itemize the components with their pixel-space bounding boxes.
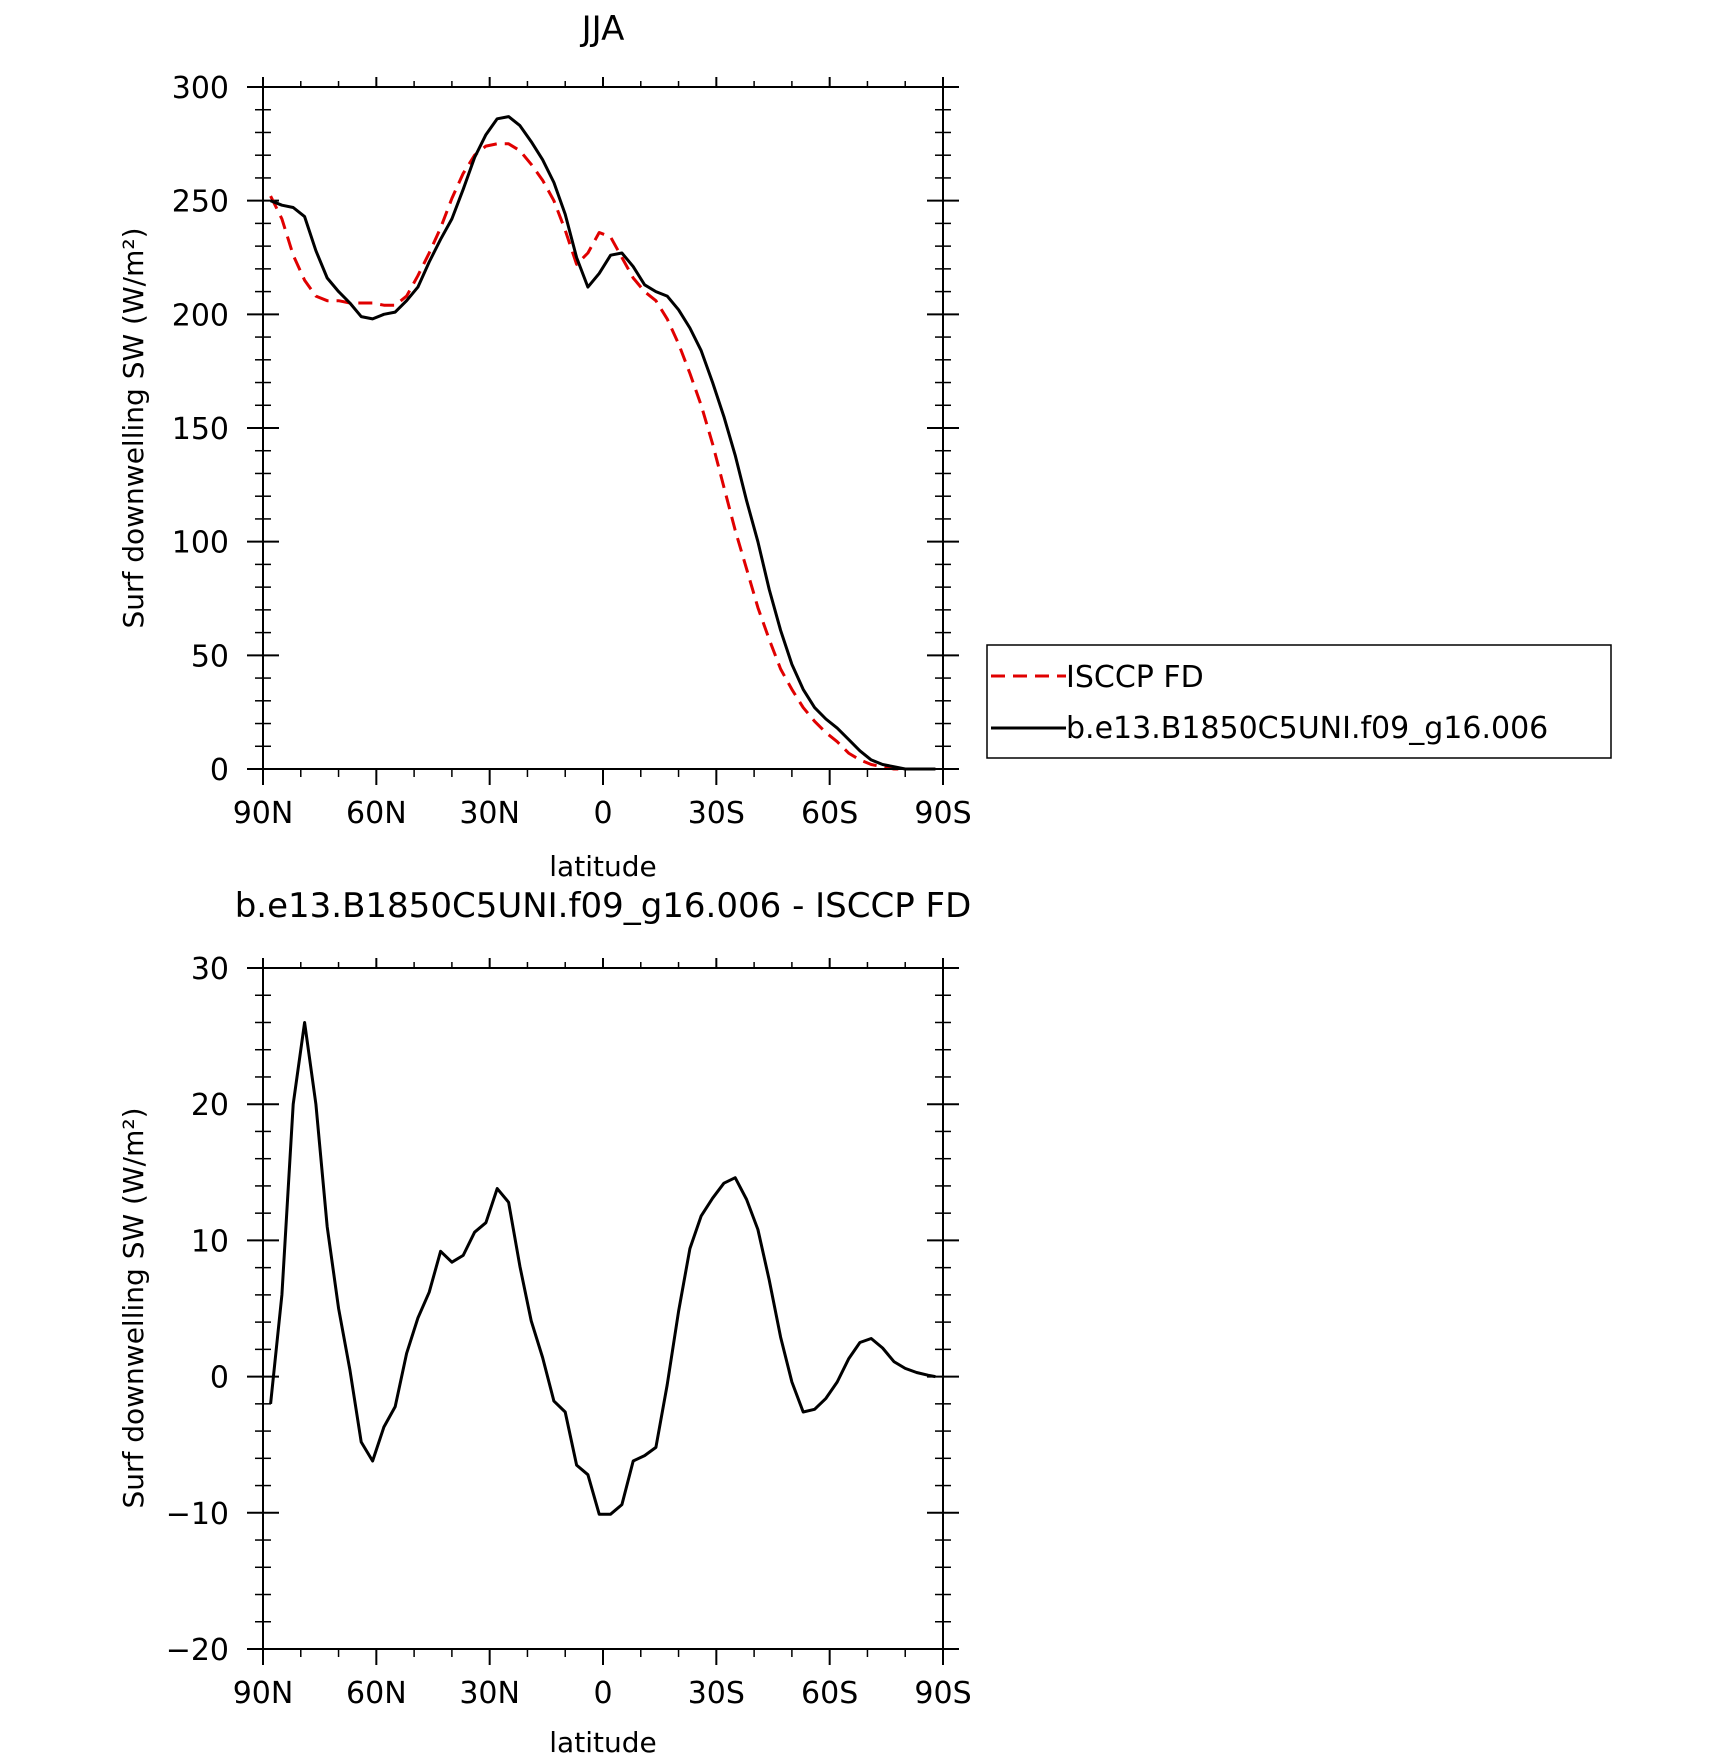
bottom-panel-plot-frame <box>262 967 944 1650</box>
x-tick-label: 90N <box>233 1676 294 1711</box>
y-tick-label: 50 <box>191 639 229 674</box>
y-tick-label: 200 <box>172 298 229 333</box>
top-panel-tick-labels: 90N 60N 30N 0 30S 60S 90S 0 50 100 150 200 250 300 <box>172 71 972 831</box>
x-tick-label: 60N <box>346 796 407 831</box>
series-line-model <box>269 1021 936 1516</box>
x-tick-label: 90S <box>914 796 971 831</box>
bottom-panel-series <box>269 1021 936 1516</box>
y-tick-label: 0 <box>210 1361 229 1396</box>
series-line-isccp-fd <box>269 142 936 771</box>
y-tick-label: 250 <box>172 185 229 220</box>
y-tick-label: 150 <box>172 412 229 447</box>
legend-box <box>986 644 1612 759</box>
top-panel-plot-frame <box>262 86 944 770</box>
x-tick-label: 30N <box>459 1676 520 1711</box>
series-line-model <box>270 115 936 771</box>
top-panel: JJA 90N 60N 30N 0 30S 60S 90S 0 50 100 150 200 250 30… <box>117 9 972 883</box>
x-tick-label: 90N <box>233 796 294 831</box>
top-panel-title: JJA <box>580 9 625 49</box>
bottom-panel-title: b.e13.B1850C5UNI.f09_g16.006 - ISCCP FD <box>235 886 972 926</box>
bottom-panel-tick-labels: 90N 60N 30N 0 30S 60S 90S −20 −10 0 10 20 30 <box>166 952 972 1711</box>
legend-label-model: b.e13.B1850C5UNI.f09_g16.006 <box>1066 711 1548 746</box>
x-tick-label: 30S <box>688 1676 745 1711</box>
x-tick-label: 30N <box>459 796 520 831</box>
y-tick-label: 20 <box>191 1088 229 1123</box>
bottom-panel-ticks <box>247 958 959 1665</box>
top-panel-x-axis-label: latitude <box>549 850 656 883</box>
x-tick-label: 0 <box>593 796 612 831</box>
legend-label-obs: ISCCP FD <box>1066 660 1204 695</box>
bottom-panel: b.e13.B1850C5UNI.f09_g16.006 - ISCCP FD … <box>117 886 972 1756</box>
bottom-panel-y-axis-label: Surf downwelling SW (W/m²) <box>117 1107 150 1508</box>
top-panel-series <box>269 115 936 771</box>
y-tick-label: 30 <box>191 952 229 987</box>
y-tick-label: 100 <box>172 526 229 561</box>
x-tick-label: 90S <box>914 1676 971 1711</box>
y-tick-label: −10 <box>166 1497 229 1532</box>
y-tick-label: 300 <box>172 71 229 106</box>
x-tick-label: 60S <box>801 796 858 831</box>
x-tick-label: 30S <box>688 796 745 831</box>
y-tick-label: 0 <box>210 753 229 788</box>
y-tick-label: −20 <box>166 1633 229 1668</box>
x-tick-label: 0 <box>593 1676 612 1711</box>
x-tick-label: 60N <box>346 1676 407 1711</box>
bottom-panel-x-axis-label: latitude <box>549 1726 656 1756</box>
x-tick-label: 60S <box>801 1676 858 1711</box>
top-panel-ticks <box>247 77 959 785</box>
top-panel-y-axis-label: Surf downwelling SW (W/m²) <box>117 227 150 628</box>
y-tick-label: 10 <box>191 1224 229 1259</box>
legend: ISCCP FD b.e13.B1850C5UNI.f09_g16.006 <box>986 644 1612 759</box>
